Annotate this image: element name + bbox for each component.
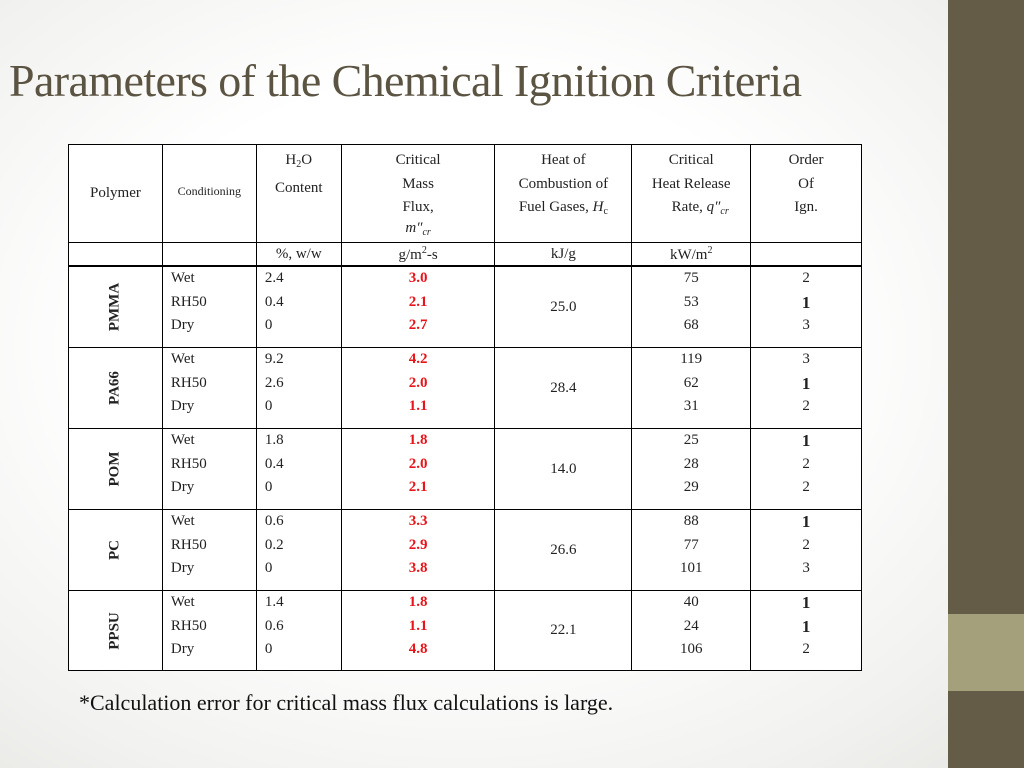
mass-flux-cell: 3.0 2.1 2.7 <box>340 265 496 348</box>
slide-title: Parameters of the Chemical Ignition Crit… <box>9 55 802 106</box>
h2o-cell: 1.4 0.6 0 <box>255 590 342 671</box>
polymer-cell: PPSU <box>68 590 163 671</box>
mass-flux-cell: 1.8 1.1 4.8 <box>340 590 496 671</box>
hrr-cell: 40 24 106 <box>631 590 752 671</box>
header-heat-of-combustion: Heat of Combustion of Fuel Gases, Hc <box>494 144 633 243</box>
header-h2o-content: H2O Content <box>255 144 342 243</box>
conditions-cell: Wet RH50 Dry <box>161 428 257 510</box>
hrr-cell: 88 77 101 <box>631 509 752 591</box>
conditions-cell: Wet RH50 Dry <box>161 265 257 348</box>
polymer-cell: PMMA <box>68 265 163 348</box>
unit-hrr: kW/m2 <box>631 242 752 267</box>
table-row-pmma: PMMA Wet RH50 Dry 2.4 0.4 0 3.0 2.1 2.7 25.0 7… <box>68 265 862 348</box>
conditions-cell: Wet RH50 Dry <box>161 590 257 671</box>
mass-flux-cell: 3.3 2.9 3.8 <box>340 509 496 591</box>
polymer-label: PPSU <box>106 611 123 650</box>
hrr-cell: 25 28 29 <box>631 428 752 510</box>
polymer-cell: PC <box>68 509 163 591</box>
h2o-cell: 2.4 0.4 0 <box>255 265 342 348</box>
h2o-cell: 9.2 2.6 0 <box>255 347 342 429</box>
header-conditioning: Conditioning <box>161 144 257 243</box>
table-row-pom: POM Wet RH50 Dry 1.8 0.4 0 1.8 2.0 2.1 14.0 25… <box>68 428 862 510</box>
unit-h2o: %, w/w <box>255 242 342 267</box>
heat-cell: 26.6 <box>494 509 633 591</box>
h2o-cell: 0.6 0.2 0 <box>255 509 342 591</box>
conditions-cell: Wet RH50 Dry <box>161 347 257 429</box>
ignition-criteria-table: Polymer Conditioning H2O Content Critica… <box>68 144 862 671</box>
footnote: *Calculation error for critical mass flu… <box>79 690 614 715</box>
polymer-label: POM <box>106 451 123 487</box>
heat-cell: 14.0 <box>494 428 633 510</box>
header-critical-heat-release-rate: Critical Heat Release Rate, q″cr <box>631 144 752 243</box>
table-row-pa66: PA66 Wet RH50 Dry 9.2 2.6 0 4.2 2.0 1.1 28.4 1… <box>68 347 862 429</box>
heat-cell: 25.0 <box>494 265 633 348</box>
table-row-pc: PC Wet RH50 Dry 0.6 0.2 0 3.3 2.9 3.8 26.6 88 7… <box>68 509 862 591</box>
heat-cell: 22.1 <box>494 590 633 671</box>
header-polymer: Polymer <box>68 144 163 243</box>
hrr-cell: 119 62 31 <box>631 347 752 429</box>
mass-flux-cell: 4.2 2.0 1.1 <box>340 347 496 429</box>
h2o-cell: 1.8 0.4 0 <box>255 428 342 510</box>
table-header-row: Polymer Conditioning H2O Content Critica… <box>68 144 862 243</box>
conditions-cell: Wet RH50 Dry <box>161 509 257 591</box>
header-order-of-ignition: Order Of Ign. <box>750 144 862 243</box>
polymer-cell: POM <box>68 428 163 510</box>
polymer-cell: PA66 <box>68 347 163 429</box>
polymer-label: PC <box>106 540 123 560</box>
hrr-cell: 75 53 68 <box>631 265 752 348</box>
table-row-ppsu: PPSU Wet RH50 Dry 1.4 0.6 0 1.8 1.1 4.8 22.1 4… <box>68 590 862 671</box>
unit-mass-flux: g/m2-s <box>340 242 496 267</box>
units-row: %, w/w g/m2-s kJ/g kW/m2 <box>68 242 862 267</box>
unit-heat: kJ/g <box>494 242 633 267</box>
heat-cell: 28.4 <box>494 347 633 429</box>
mass-flux-cell: 1.8 2.0 2.1 <box>340 428 496 510</box>
polymer-label: PMMA <box>106 282 123 332</box>
polymer-label: PA66 <box>106 371 123 405</box>
decorative-sidebar-accent <box>948 614 1024 691</box>
header-critical-mass-flux: Critical Mass Flux, m″cr <box>340 144 496 243</box>
